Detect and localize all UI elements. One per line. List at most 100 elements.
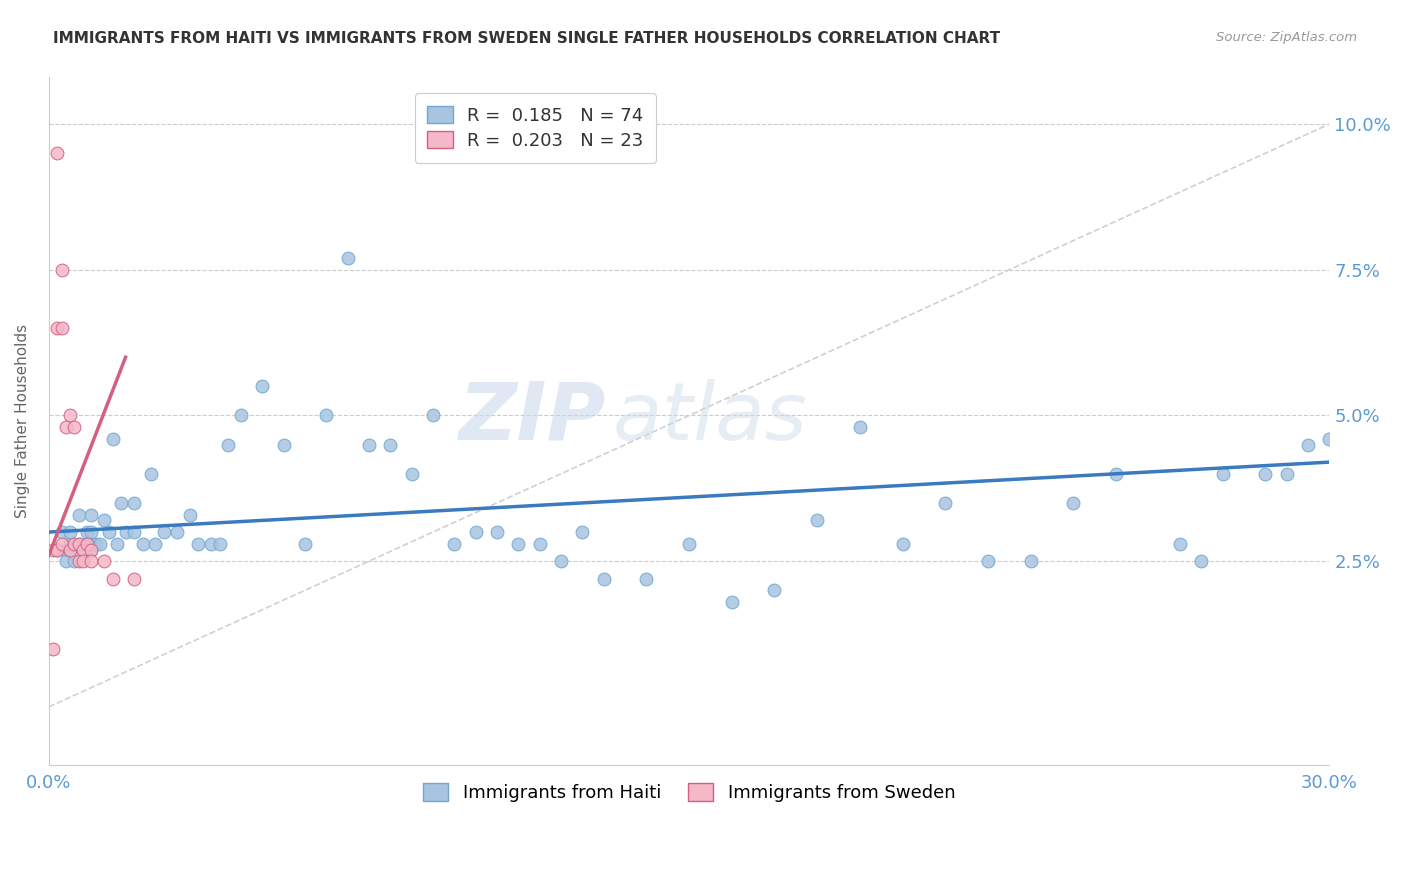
Point [122, 496, 145, 510]
Point [529, 537, 551, 551]
Point [1212, 467, 1234, 481]
Point [46, 542, 69, 557]
Point [80, 542, 103, 557]
Point [84, 537, 107, 551]
Point [51, 524, 73, 539]
Point [763, 583, 786, 598]
Legend: Immigrants from Haiti, Immigrants from Sweden: Immigrants from Haiti, Immigrants from S… [411, 771, 967, 814]
Point [42, 542, 65, 557]
Point [294, 537, 316, 551]
Point [229, 409, 252, 423]
Point [485, 524, 508, 539]
Point [55, 554, 77, 568]
Point [80, 542, 103, 557]
Point [105, 537, 128, 551]
Point [67, 537, 90, 551]
Point [422, 409, 444, 423]
Point [571, 524, 593, 539]
Point [1275, 467, 1298, 481]
Point [401, 467, 423, 481]
Point [46, 146, 69, 161]
Point [72, 554, 94, 568]
Point [76, 537, 98, 551]
Point [76, 524, 98, 539]
Point [208, 537, 231, 551]
Point [93, 513, 115, 527]
Text: IMMIGRANTS FROM HAITI VS IMMIGRANTS FROM SWEDEN SINGLE FATHER HOUSEHOLDS CORRELA: IMMIGRANTS FROM HAITI VS IMMIGRANTS FROM… [53, 31, 1001, 46]
Text: ZIP: ZIP [458, 379, 606, 457]
Point [76, 537, 98, 551]
Point [63, 554, 86, 568]
Point [273, 437, 295, 451]
Point [464, 524, 486, 539]
Point [550, 554, 572, 568]
Point [720, 595, 742, 609]
Point [55, 420, 77, 434]
Point [42, 641, 65, 656]
Point [678, 537, 700, 551]
Point [93, 554, 115, 568]
Point [1189, 554, 1212, 568]
Point [145, 537, 167, 551]
Point [122, 572, 145, 586]
Point [51, 537, 73, 551]
Point [166, 524, 188, 539]
Point [187, 537, 209, 551]
Point [63, 537, 86, 551]
Point [63, 420, 86, 434]
Point [59, 409, 82, 423]
Point [443, 537, 465, 551]
Text: atlas: atlas [612, 379, 807, 457]
Point [315, 409, 337, 423]
Point [357, 437, 380, 451]
Point [806, 513, 828, 527]
Point [934, 496, 956, 510]
Y-axis label: Single Father Households: Single Father Households [15, 325, 30, 518]
Point [101, 432, 124, 446]
Point [122, 524, 145, 539]
Point [977, 554, 1000, 568]
Point [849, 420, 872, 434]
Point [250, 379, 273, 393]
Point [1319, 432, 1341, 446]
Point [80, 508, 103, 522]
Point [141, 467, 163, 481]
Point [59, 542, 82, 557]
Point [59, 524, 82, 539]
Point [1296, 437, 1319, 451]
Point [179, 508, 201, 522]
Point [336, 251, 359, 265]
Point [1168, 537, 1191, 551]
Point [89, 537, 111, 551]
Point [1019, 554, 1042, 568]
Point [72, 542, 94, 557]
Point [153, 524, 176, 539]
Point [97, 524, 120, 539]
Point [592, 572, 614, 586]
Point [51, 321, 73, 335]
Point [891, 537, 914, 551]
Point [46, 321, 69, 335]
Point [59, 542, 82, 557]
Point [217, 437, 239, 451]
Point [1062, 496, 1084, 510]
Point [200, 537, 222, 551]
Point [67, 537, 90, 551]
Point [636, 572, 658, 586]
Point [67, 508, 90, 522]
Point [114, 524, 136, 539]
Point [80, 537, 103, 551]
Point [72, 542, 94, 557]
Point [508, 537, 530, 551]
Text: Source: ZipAtlas.com: Source: ZipAtlas.com [1216, 31, 1357, 45]
Point [101, 572, 124, 586]
Point [67, 554, 90, 568]
Point [51, 262, 73, 277]
Point [380, 437, 402, 451]
Point [80, 554, 103, 568]
Point [46, 542, 69, 557]
Point [110, 496, 132, 510]
Point [80, 524, 103, 539]
Point [59, 537, 82, 551]
Point [1105, 467, 1128, 481]
